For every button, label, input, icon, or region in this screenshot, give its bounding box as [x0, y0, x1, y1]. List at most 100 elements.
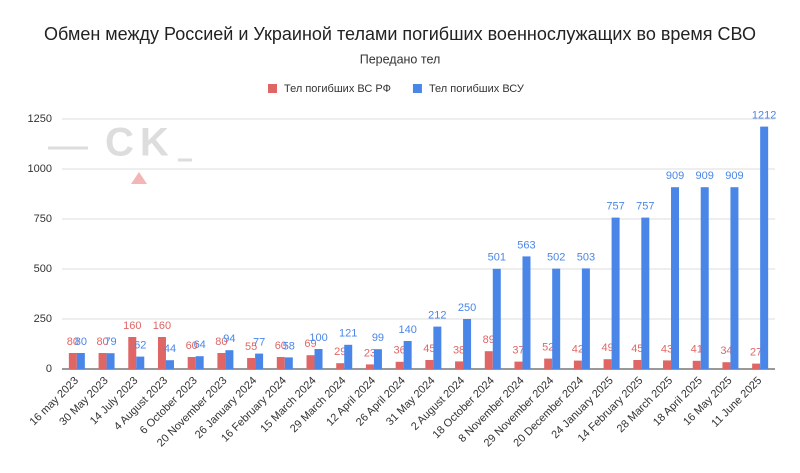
- value-label: 757: [606, 201, 624, 213]
- bar: [225, 350, 234, 369]
- value-label: 909: [725, 170, 743, 182]
- legend-label: Тел погибших ВСУ: [429, 83, 525, 95]
- value-label: 501: [488, 252, 506, 264]
- value-label: 94: [223, 333, 235, 345]
- bar: [455, 361, 464, 369]
- value-label: 34: [720, 345, 732, 357]
- value-label: 99: [372, 332, 384, 344]
- value-label: 100: [309, 332, 327, 344]
- bar: [573, 360, 582, 369]
- value-label: 23: [364, 347, 376, 359]
- bar: [671, 187, 680, 369]
- value-label: 909: [696, 170, 714, 182]
- bar: [552, 268, 561, 369]
- y-tick-label: 250: [34, 313, 52, 325]
- bar: [752, 363, 761, 369]
- value-label: 77: [253, 337, 265, 349]
- watermark-logo: CK: [48, 121, 192, 184]
- legend-label: Тел погибших ВС РФ: [284, 83, 391, 95]
- bar: [425, 360, 434, 369]
- bar: [187, 357, 196, 369]
- value-label: 757: [636, 201, 654, 213]
- value-label: 38: [453, 344, 465, 356]
- value-label: 64: [194, 339, 206, 351]
- bar: [663, 360, 672, 369]
- value-label: 45: [423, 343, 435, 355]
- bar: [395, 361, 404, 369]
- value-label: 160: [123, 320, 141, 332]
- value-label: 52: [542, 342, 554, 354]
- bar: [463, 319, 472, 369]
- y-tick-label: 750: [34, 213, 52, 225]
- y-tick-label: 1250: [28, 113, 52, 125]
- value-label: 503: [577, 251, 595, 263]
- bar: [284, 357, 293, 369]
- value-label: 79: [104, 336, 116, 348]
- bar: [730, 187, 739, 369]
- value-label: 250: [458, 302, 476, 314]
- value-label: 140: [398, 324, 416, 336]
- bar: [98, 353, 107, 369]
- value-label: 44: [164, 343, 176, 355]
- value-label: 80: [75, 336, 87, 348]
- bar: [760, 126, 769, 369]
- bar: [306, 355, 315, 369]
- value-label: 89: [483, 334, 495, 346]
- chart-title: Обмен между Россией и Украиной телами по…: [44, 24, 756, 44]
- bar: [692, 360, 701, 369]
- value-label: 37: [512, 345, 524, 357]
- value-label: 49: [601, 342, 613, 354]
- value-label: 909: [666, 170, 684, 182]
- value-label: 27: [750, 347, 762, 359]
- bar: [722, 362, 731, 369]
- value-label: 60: [186, 340, 198, 352]
- value-label: 69: [304, 338, 316, 350]
- bar: [641, 217, 650, 369]
- value-label: 502: [547, 252, 565, 264]
- value-label: 62: [134, 340, 146, 352]
- legend-swatch: [412, 84, 422, 93]
- bar: [492, 268, 501, 369]
- value-label: 55: [245, 341, 257, 353]
- y-tick-label: 0: [46, 363, 52, 375]
- value-label: 58: [283, 340, 295, 352]
- bar: [314, 349, 323, 369]
- value-label: 212: [428, 310, 446, 322]
- bar: [336, 363, 345, 369]
- value-label: 29: [334, 346, 346, 358]
- value-label: 41: [691, 344, 703, 356]
- legend-swatch: [268, 84, 277, 93]
- value-label: 60: [275, 340, 287, 352]
- bar: [514, 361, 523, 369]
- value-label: 160: [153, 320, 171, 332]
- bar: [633, 360, 642, 369]
- bar: [603, 359, 612, 369]
- value-label: 80: [215, 336, 227, 348]
- bar: [403, 341, 412, 369]
- bar: [544, 358, 553, 369]
- bar: [255, 353, 264, 369]
- bar: [76, 353, 85, 369]
- bar: [136, 356, 145, 369]
- bar: [217, 353, 226, 369]
- value-label: 45: [631, 343, 643, 355]
- bar: [157, 337, 166, 369]
- bar: [106, 353, 115, 369]
- value-label: 121: [339, 328, 357, 340]
- value-label: 43: [661, 343, 673, 355]
- y-tick-label: 1000: [28, 163, 52, 175]
- value-label: 80: [67, 336, 79, 348]
- value-label: 1212: [752, 110, 776, 122]
- bar: [128, 337, 137, 369]
- value-label: 42: [572, 344, 584, 356]
- bar: [433, 326, 442, 369]
- value-label: 80: [96, 336, 108, 348]
- value-label: 563: [517, 239, 535, 251]
- bar: [344, 344, 353, 369]
- y-tick-label: 500: [34, 263, 52, 275]
- bar: [195, 356, 204, 369]
- bar: [611, 217, 620, 369]
- watermark: CK: [105, 121, 175, 165]
- bar: [247, 358, 256, 369]
